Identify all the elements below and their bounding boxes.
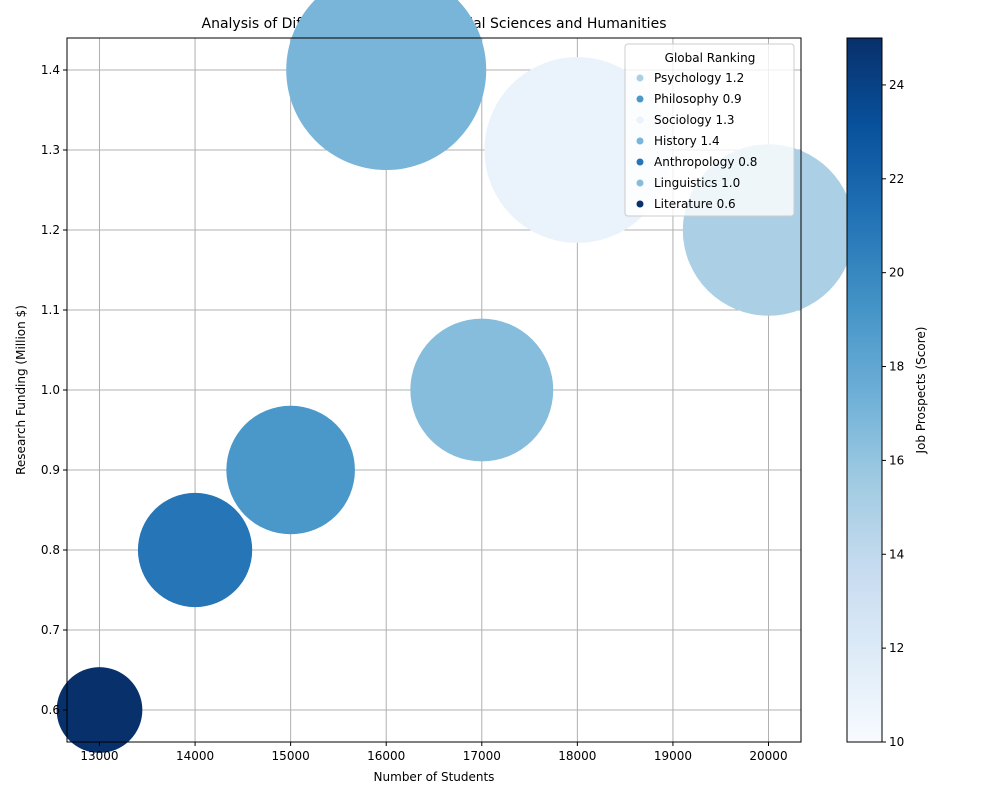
legend-marker	[636, 158, 644, 166]
y-axis-title: Research Funding (Million $)	[14, 305, 28, 475]
legend-marker	[636, 116, 644, 124]
colorbar-tick-label: 14	[889, 547, 904, 561]
y-tick-label: 0.8	[41, 543, 60, 557]
legend-entries: Psychology 1.2 Philosophy 0.9 Sociology 1.…	[636, 71, 757, 211]
legend-box	[624, 43, 795, 217]
legend-entry: History 1.4	[654, 134, 720, 148]
y-tick-label: 0.9	[41, 463, 60, 477]
legend-entry: Philosophy 0.9	[654, 92, 742, 106]
y-tick-label: 1.4	[41, 63, 60, 77]
colorbar-ticks: 10 12 14 16 18 20 22 24	[882, 78, 904, 749]
bubble-layer	[56, 0, 855, 753]
legend-marker	[636, 200, 644, 208]
legend-entry: Psychology 1.2	[654, 71, 744, 85]
legend-entry: Sociology 1.3	[654, 113, 735, 127]
colorbar: 10 12 14 16 18 20 22 24 Job Prospects (Score)	[846, 37, 928, 749]
y-tick-label: 1.2	[41, 223, 60, 237]
legend-title: Global Ranking	[665, 51, 756, 65]
y-tick-label: 0.7	[41, 623, 60, 637]
legend: Global Ranking Psychology 1.2 Philosophy …	[624, 43, 795, 217]
colorbar-gradient	[846, 37, 883, 743]
x-tick-label: 19000	[654, 749, 692, 763]
colorbar-tick-label: 18	[889, 360, 904, 374]
legend-marker	[636, 74, 644, 82]
x-axis-title: Number of Students	[374, 770, 495, 784]
bubble-literature	[56, 667, 143, 753]
x-axis-ticks: 13000 14000 15000 16000 17000 18000 19000 20000	[80, 742, 788, 763]
legend-marker	[636, 95, 644, 103]
bubble-history	[286, 0, 487, 170]
x-tick-label: 18000	[558, 749, 596, 763]
x-tick-label: 14000	[176, 749, 214, 763]
bubble-anthropology	[137, 492, 253, 608]
colorbar-tick-label: 22	[889, 172, 904, 186]
bubble-philosophy	[226, 405, 355, 535]
colorbar-tick-label: 12	[889, 641, 904, 655]
colorbar-tick-label: 10	[889, 735, 904, 749]
x-tick-label: 15000	[272, 749, 310, 763]
colorbar-tick-label: 16	[889, 453, 904, 467]
colorbar-tick-label: 24	[889, 78, 904, 92]
colorbar-label: Job Prospects (Score)	[914, 327, 928, 455]
y-tick-label: 1.1	[41, 303, 60, 317]
bubble-sociology	[484, 57, 671, 243]
x-tick-label: 20000	[749, 749, 787, 763]
y-tick-label: 0.6	[41, 703, 60, 717]
y-tick-label: 1.0	[41, 383, 60, 397]
y-tick-label: 1.3	[41, 143, 60, 157]
legend-marker	[636, 137, 644, 145]
legend-entry: Linguistics 1.0	[654, 176, 740, 190]
x-tick-label: 17000	[463, 749, 501, 763]
bubble-linguistics	[410, 318, 554, 462]
x-tick-label: 13000	[80, 749, 118, 763]
legend-entry: Literature 0.6	[654, 197, 736, 211]
x-tick-label: 16000	[367, 749, 405, 763]
y-axis-ticks: 0.6 0.7 0.8 0.9 1.0 1.1 1.2 1.3 1.4	[41, 63, 67, 717]
legend-entry: Anthropology 0.8	[654, 155, 757, 169]
legend-marker	[636, 179, 644, 187]
colorbar-tick-label: 20	[889, 266, 904, 280]
